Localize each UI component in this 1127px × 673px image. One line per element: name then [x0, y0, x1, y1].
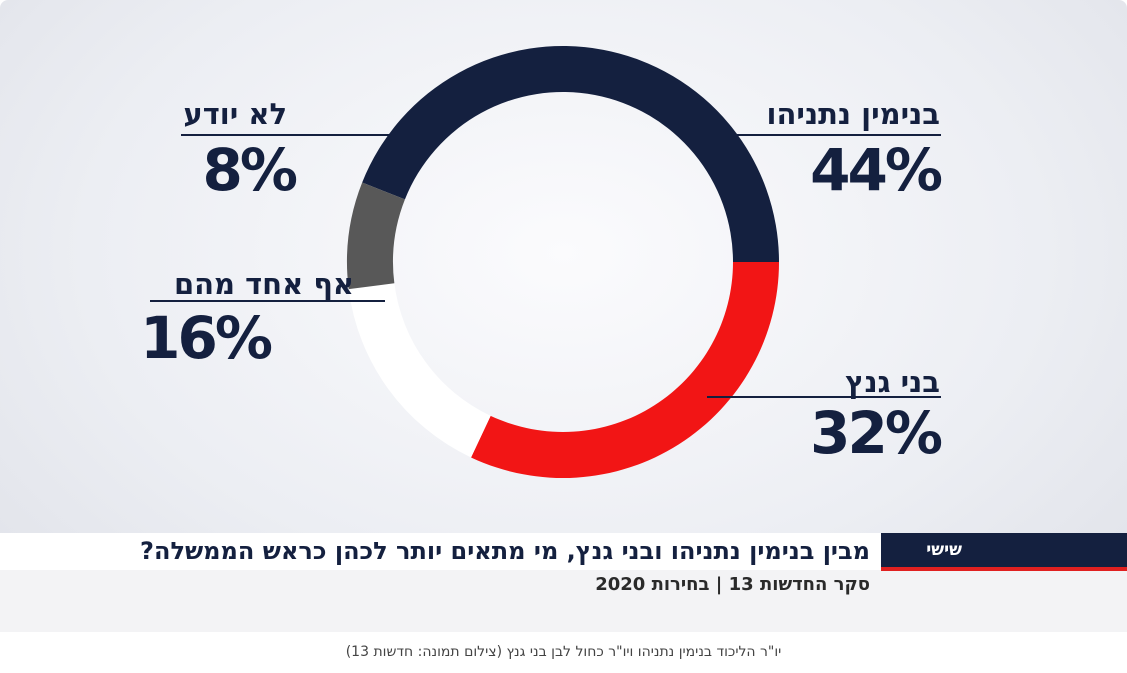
poll-graphic: בנימין נתניהו 44% בני גנץ 32% אף אחד מהם… [0, 0, 1127, 632]
leader-line-netanyahu [707, 134, 941, 136]
brand-underline [881, 567, 1127, 571]
donut-chart [347, 45, 779, 478]
channel-brand-box [881, 533, 1127, 570]
slice-gantz [471, 262, 779, 478]
label-netanyahu-percent: 44% [810, 136, 943, 204]
label-gantz-percent: 32% [810, 399, 943, 467]
channel-brand-label: שישי [926, 540, 962, 560]
label-dontknow-percent: 8% [202, 136, 299, 204]
leader-line-gantz [707, 396, 941, 398]
leader-line-neither [150, 300, 385, 302]
label-neither-name: אף אחד מהם [173, 267, 354, 301]
poll-question-headline: מבין בנימין נתניהו ובני גנץ, מי מתאים יו… [140, 537, 870, 565]
label-netanyahu-name: בנימין נתניהו [766, 97, 940, 131]
slice-netanyahu [362, 45, 779, 263]
leader-line-dontknow [181, 134, 417, 136]
slice-dontknow [347, 182, 405, 290]
label-dontknow-name: לא יודע [183, 97, 287, 131]
label-gantz-name: בני גנץ [845, 365, 940, 399]
image-caption: יו"ר הליכוד בנימין נתניהו ויו"ר כחול לבן… [345, 644, 782, 660]
label-neither-percent: 16% [140, 304, 273, 372]
poll-source-subline: סקר החדשות 13 | בחירות 2020 [595, 574, 870, 595]
slice-neither [348, 283, 491, 458]
